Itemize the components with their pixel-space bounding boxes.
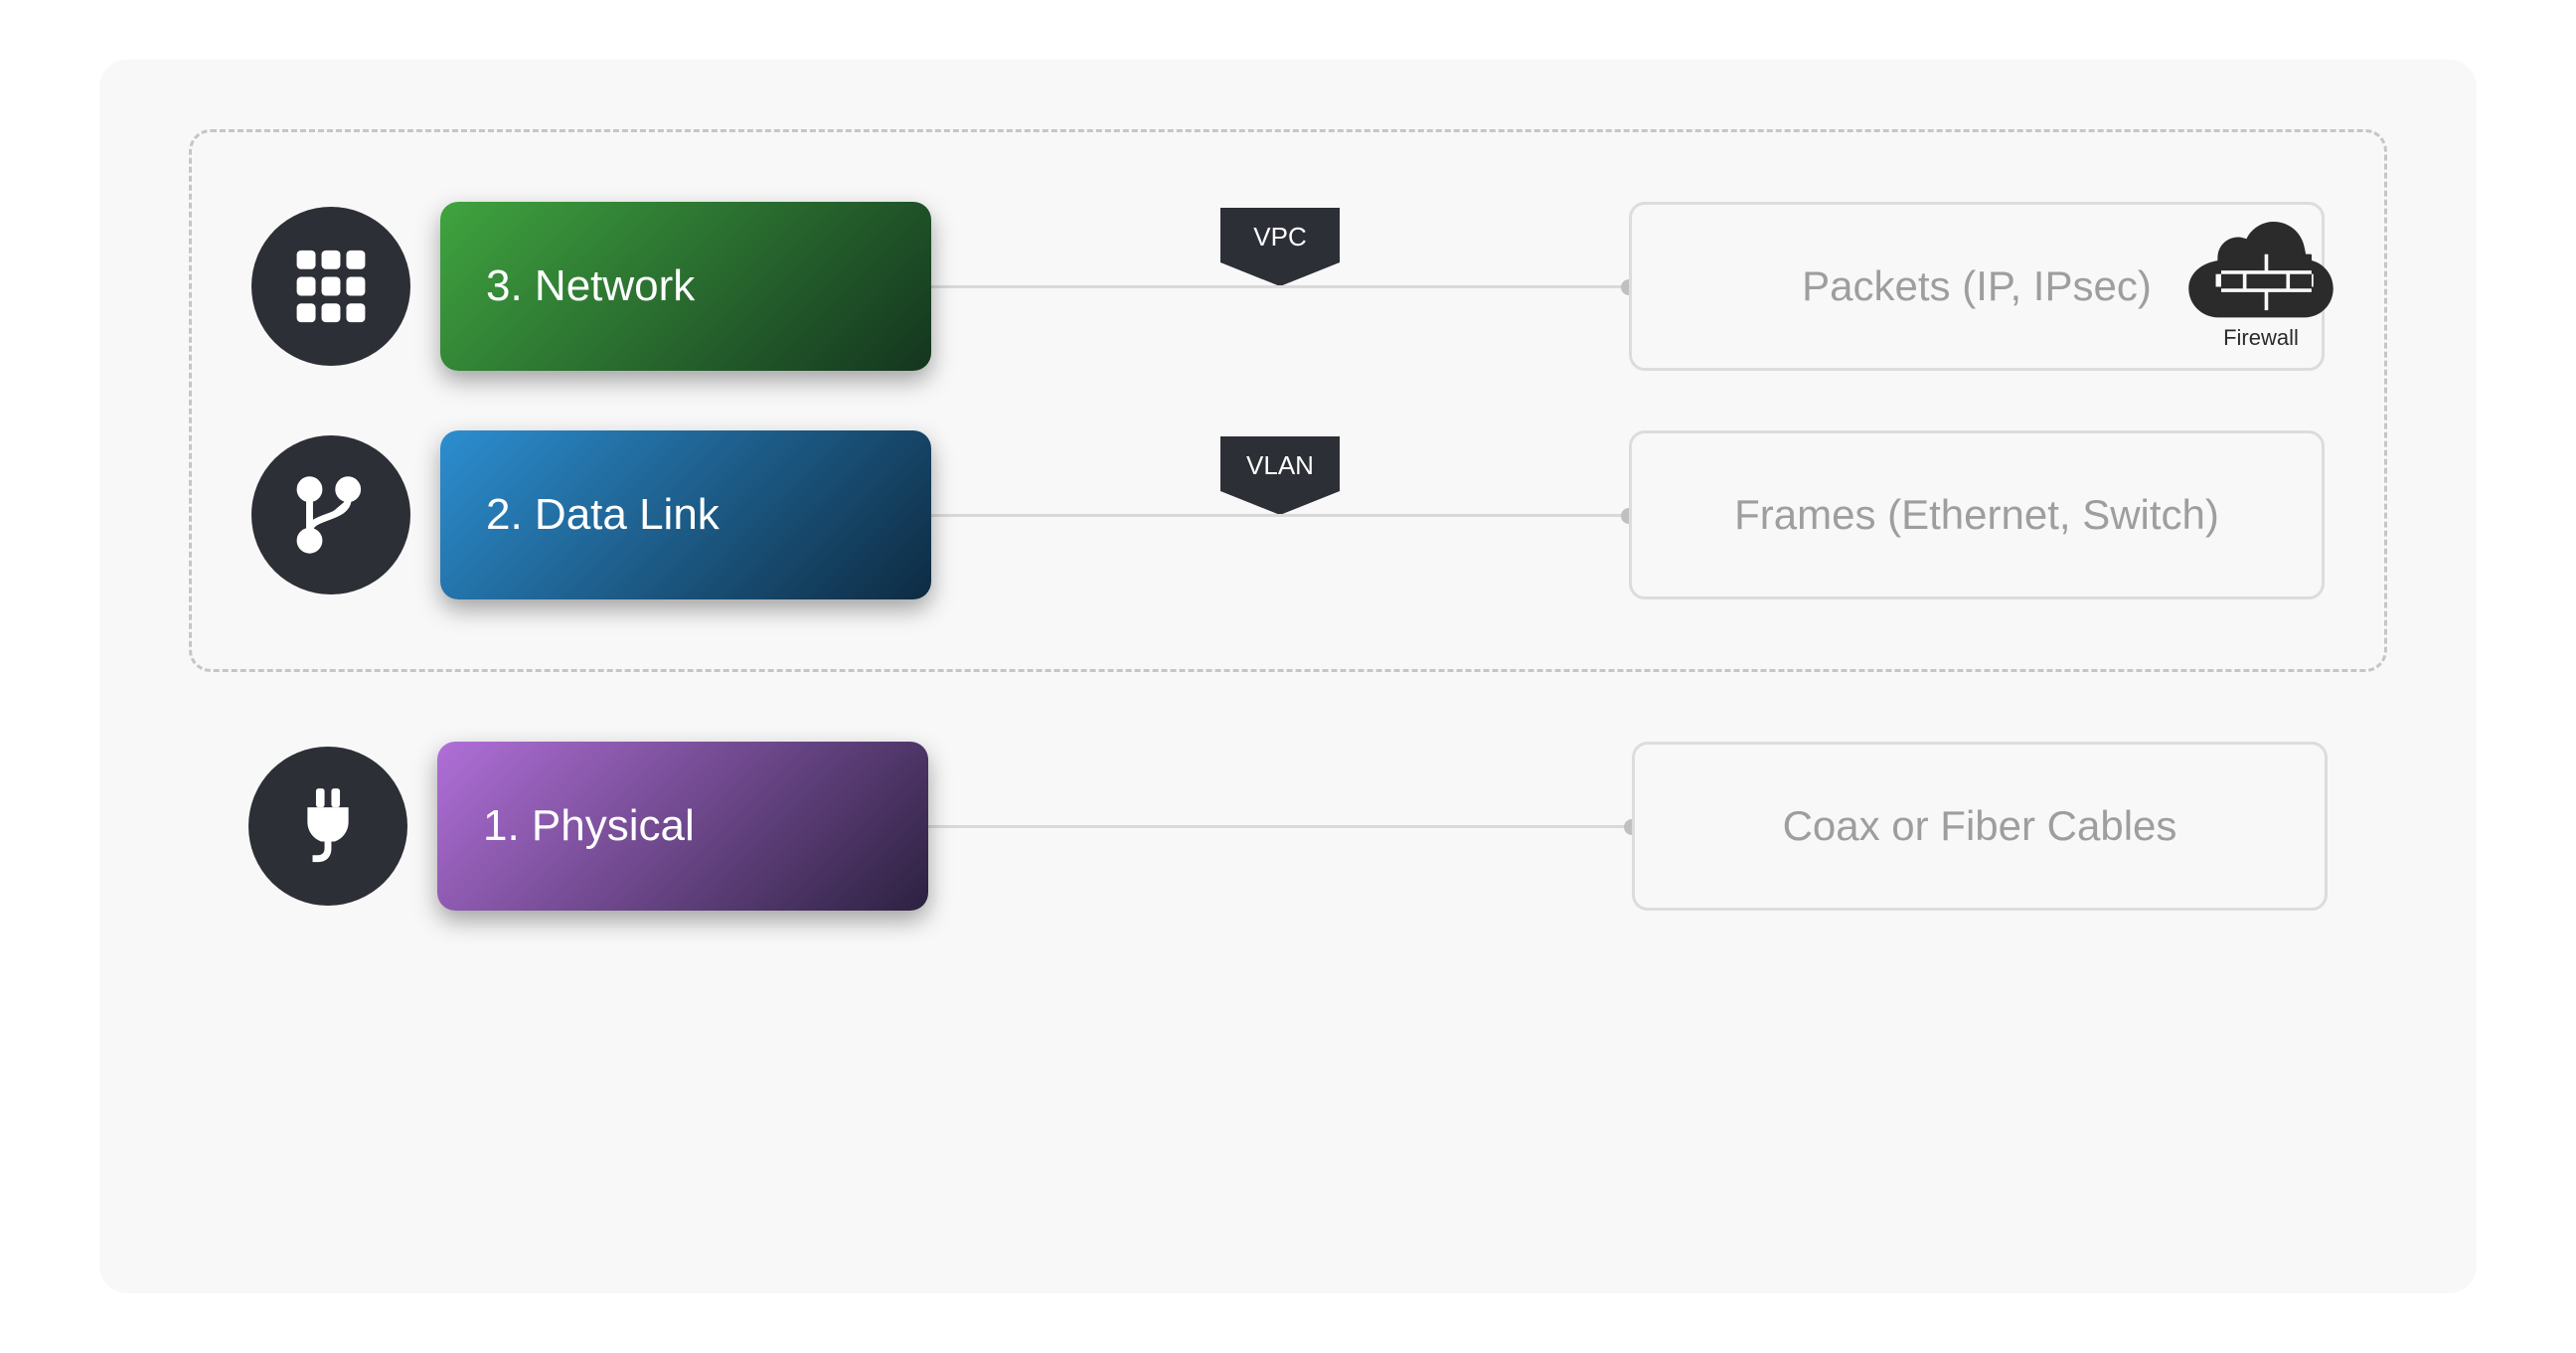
tag-label: VPC [1253,222,1306,252]
firewall-icon: Firewall [2186,222,2335,351]
layer-box-datalink: 2. Data Link [440,430,931,599]
layer-label: 1. Physical [483,801,695,851]
firewall-label: Firewall [2186,325,2335,351]
connector: VPC [931,202,1629,371]
tag-vlan: VLAN [1220,436,1340,491]
connector: VLAN [931,430,1629,599]
plug-icon [248,747,407,906]
branch-icon [251,435,410,594]
desc-text: Frames (Ethernet, Switch) [1734,491,2219,539]
tag-label: VLAN [1246,450,1314,480]
layer-row-physical: 1. Physical Coax or Fiber Cables [189,742,2387,911]
layer-label: 3. Network [486,261,695,311]
layer-label: 2. Data Link [486,490,720,540]
desc-text: Packets (IP, IPsec) [1802,262,2152,310]
desc-box-physical: Coax or Fiber Cables [1632,742,2328,911]
connector [928,742,1632,911]
grid-icon [251,207,410,366]
layer-row-network: 3. Network VPC Packets (IP, IPsec) [251,202,2325,371]
desc-box-network: Packets (IP, IPsec) [1629,202,2325,371]
layer-row-datalink: 2. Data Link VLAN Frames (Ethernet, Swit… [251,430,2325,599]
grouped-layers-box: 3. Network VPC Packets (IP, IPsec) [189,129,2387,672]
tag-vpc: VPC [1220,208,1340,262]
layer-box-network: 3. Network [440,202,931,371]
desc-text: Coax or Fiber Cables [1783,802,2177,850]
diagram-panel: 3. Network VPC Packets (IP, IPsec) [99,60,2477,1293]
desc-box-datalink: Frames (Ethernet, Switch) [1629,430,2325,599]
layer-box-physical: 1. Physical [437,742,928,911]
